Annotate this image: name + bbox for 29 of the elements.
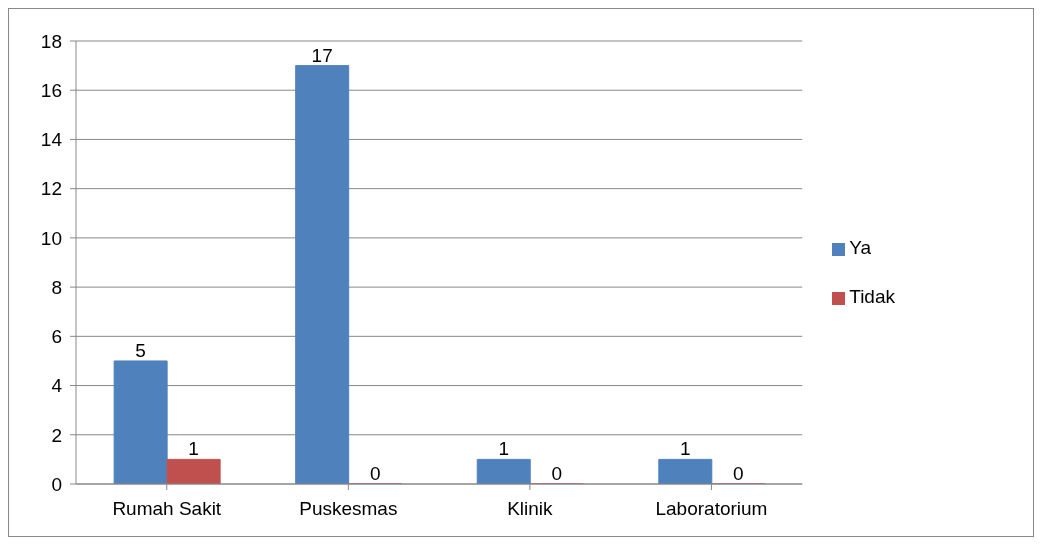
x-tick-label: Puskesmas xyxy=(299,498,398,520)
data-label: 1 xyxy=(498,438,510,460)
data-label: 0 xyxy=(733,463,744,484)
legend-label: Ya xyxy=(849,236,872,258)
data-label: 5 xyxy=(135,339,146,361)
legend-label: Tidak xyxy=(849,285,895,307)
y-tick-label: 16 xyxy=(40,79,62,101)
x-tick-label: Laboratorium xyxy=(655,498,768,520)
y-tick-label: 18 xyxy=(40,30,62,52)
y-tick-label: 10 xyxy=(40,227,62,249)
data-label: 1 xyxy=(188,438,199,460)
bar xyxy=(658,458,713,484)
y-tick-label: 14 xyxy=(40,129,63,151)
y-tick-label: 6 xyxy=(51,326,62,348)
x-tick-label: Rumah Sakit xyxy=(112,498,222,520)
data-label: 1 xyxy=(680,438,691,460)
bar xyxy=(166,458,221,484)
bar xyxy=(113,360,168,484)
bar xyxy=(476,458,531,484)
y-tick-label: 4 xyxy=(51,375,63,397)
data-label: 0 xyxy=(369,463,381,484)
data-label: 17 xyxy=(311,44,333,66)
y-tick-label: 12 xyxy=(40,178,62,200)
x-tick-label: Klinik xyxy=(507,498,554,520)
y-tick-label: 0 xyxy=(51,473,62,495)
y-tick-label: 2 xyxy=(51,424,62,446)
data-label: 0 xyxy=(551,463,563,484)
y-tick-label: 8 xyxy=(51,276,62,298)
bar xyxy=(295,65,350,484)
